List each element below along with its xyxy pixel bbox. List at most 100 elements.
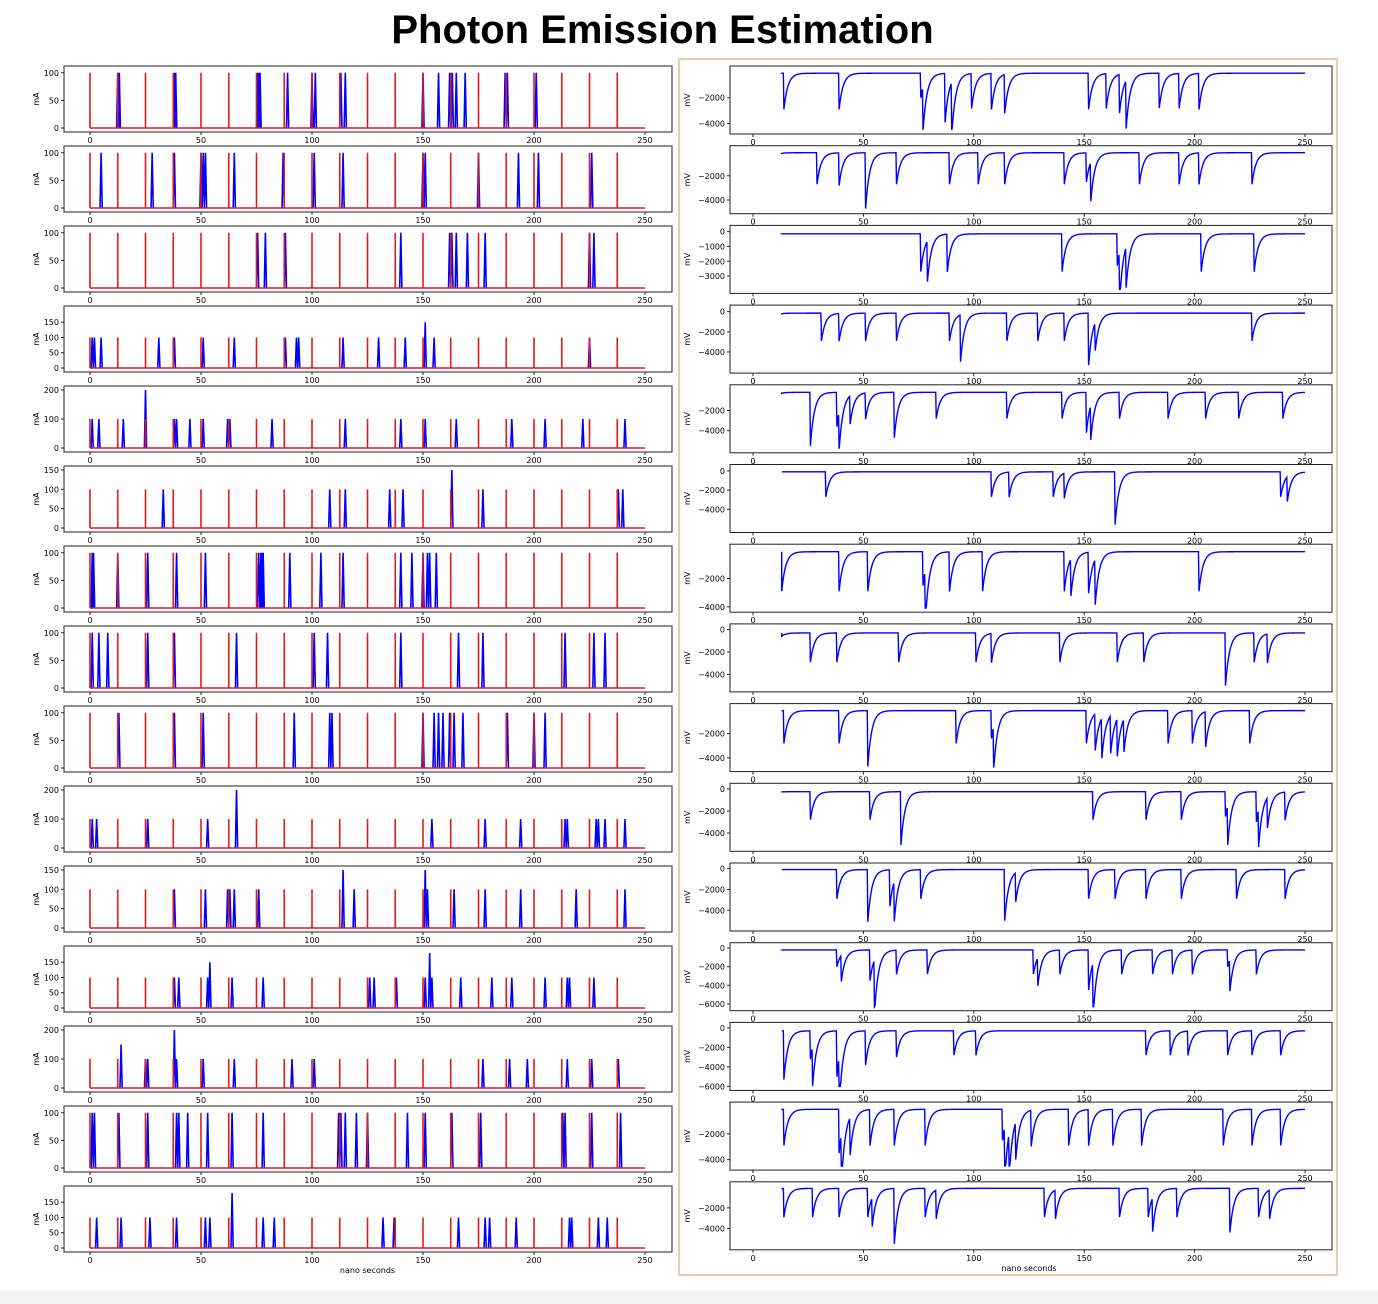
y-axis-label: mV	[683, 412, 692, 426]
y-tick-label: 50	[49, 905, 59, 914]
x-tick-label: 50	[858, 297, 868, 306]
x-tick-label: 100	[304, 1016, 319, 1025]
x-tick-label: 100	[966, 537, 981, 546]
y-tick-label: −4000	[698, 427, 725, 436]
y-tick-label: 0	[54, 764, 59, 773]
x-tick-label: 0	[87, 296, 92, 305]
y-tick-label: 0	[54, 1244, 59, 1253]
x-tick-label: 0	[87, 536, 92, 545]
y-tick-label: −4000	[698, 505, 725, 514]
reference-series	[89, 1112, 645, 1169]
right-panel-12: 0 50 100 150 200 250 0 −2000 −4000 −6000 mV	[683, 942, 1333, 1024]
y-tick-label: 0	[720, 626, 725, 635]
reference-series	[89, 1217, 645, 1249]
x-tick-label: 250	[1297, 696, 1312, 705]
y-tick-label: 50	[49, 176, 59, 185]
voltage-series	[780, 312, 1305, 366]
x-tick-label: 200	[1187, 696, 1202, 705]
x-tick-label: 50	[196, 376, 206, 385]
x-tick-label: 0	[87, 1176, 92, 1185]
x-tick-label: 150	[1077, 616, 1092, 625]
x-tick-label: 250	[1297, 297, 1312, 306]
right-panel-11: 0 50 100 150 200 250 0 −2000 −4000 mV	[683, 862, 1333, 944]
y-tick-label: −2000	[698, 257, 725, 266]
y-tick-label: 0	[720, 308, 725, 317]
x-tick-label: 250	[1297, 1015, 1312, 1024]
x-tick-label: 0	[750, 457, 755, 466]
left-panel-5: 0 50 100 150 200 250 0 100 200 mA	[32, 385, 673, 465]
plot-frame	[729, 145, 1333, 215]
x-tick-label: 0	[750, 1094, 755, 1103]
x-tick-label: 200	[1187, 1094, 1202, 1103]
x-tick-label: 0	[750, 537, 755, 546]
x-tick-label: 50	[196, 296, 206, 305]
x-tick-label: 50	[858, 776, 868, 785]
x-tick-label: 250	[637, 136, 652, 145]
right-panel-1: 0 50 100 150 200 250 −2000 −4000 mV	[683, 65, 1333, 147]
x-tick-label: 200	[526, 616, 541, 625]
y-tick-label: −2000	[698, 94, 725, 103]
y-tick-label: 100	[44, 333, 59, 342]
x-tick-label: 100	[304, 696, 319, 705]
right-panel-14: 0 50 100 150 200 250 −2000 −4000 mV	[683, 1101, 1333, 1183]
y-axis-label: mA	[32, 332, 41, 346]
pulse-series	[161, 469, 625, 529]
right-panel-13: 0 50 100 150 200 250 0 −2000 −4000 −6000 mV	[683, 1021, 1333, 1103]
x-tick-label: 50	[196, 1096, 206, 1105]
y-axis-label: mV	[683, 890, 692, 904]
reference-series	[89, 232, 645, 289]
x-tick-label: 50	[196, 856, 206, 865]
x-tick-label: 0	[750, 138, 755, 147]
y-tick-label: 150	[44, 318, 59, 327]
x-tick-label: 50	[858, 1174, 868, 1183]
x-tick-label: 0	[750, 218, 755, 227]
y-tick-label: −6000	[698, 1082, 725, 1091]
x-tick-label: 50	[196, 1256, 206, 1265]
y-tick-label: 100	[44, 415, 59, 424]
x-tick-label: 150	[1077, 377, 1092, 386]
x-tick-label: 250	[637, 936, 652, 945]
x-tick-label: 0	[87, 936, 92, 945]
y-axis-label: mA	[32, 412, 41, 426]
y-tick-label: −4000	[698, 906, 725, 915]
y-tick-label: 100	[44, 1109, 59, 1118]
y-tick-label: 200	[44, 386, 59, 395]
y-tick-label: 0	[54, 1084, 59, 1093]
x-tick-label: 50	[196, 456, 206, 465]
right-chart-frame	[678, 58, 1338, 1276]
x-tick-label: 50	[196, 1016, 206, 1025]
x-tick-label: 150	[1077, 776, 1092, 785]
plot-frame	[729, 703, 1333, 773]
x-tick-label: 50	[858, 537, 868, 546]
x-tick-label: 100	[966, 1015, 981, 1024]
y-tick-label: −4000	[698, 196, 725, 205]
x-tick-label: 50	[858, 1094, 868, 1103]
x-tick-label: 200	[1187, 218, 1202, 227]
y-tick-label: −2000	[698, 648, 725, 657]
x-tick-label: 200	[1187, 776, 1202, 785]
x-tick-label: 100	[966, 616, 981, 625]
x-tick-label: 200	[526, 136, 541, 145]
x-tick-label: 50	[858, 855, 868, 864]
x-tick-label: 100	[966, 1254, 981, 1263]
y-tick-label: 0	[720, 228, 725, 237]
left-panel-10: 0 50 100 150 200 250 0 100 200 mA	[32, 785, 673, 865]
pulse-series	[90, 789, 627, 849]
voltage-series	[780, 391, 1306, 449]
voltage-series	[780, 1108, 1306, 1167]
x-tick-label: 0	[87, 216, 92, 225]
x-tick-label: 100	[304, 1256, 319, 1265]
y-tick-label: 0	[720, 1024, 725, 1033]
x-axis-label: nano seconds	[1001, 1264, 1056, 1273]
y-tick-label: 100	[44, 709, 59, 718]
reference-series	[89, 889, 645, 929]
x-tick-label: 100	[966, 457, 981, 466]
x-tick-label: 200	[1187, 1015, 1202, 1024]
x-tick-label: 200	[1187, 457, 1202, 466]
y-axis-label: mV	[683, 1129, 692, 1143]
plot-frame	[729, 224, 1333, 294]
x-tick-label: 150	[1077, 1094, 1092, 1103]
reference-series	[89, 419, 645, 449]
x-tick-label: 0	[87, 776, 92, 785]
